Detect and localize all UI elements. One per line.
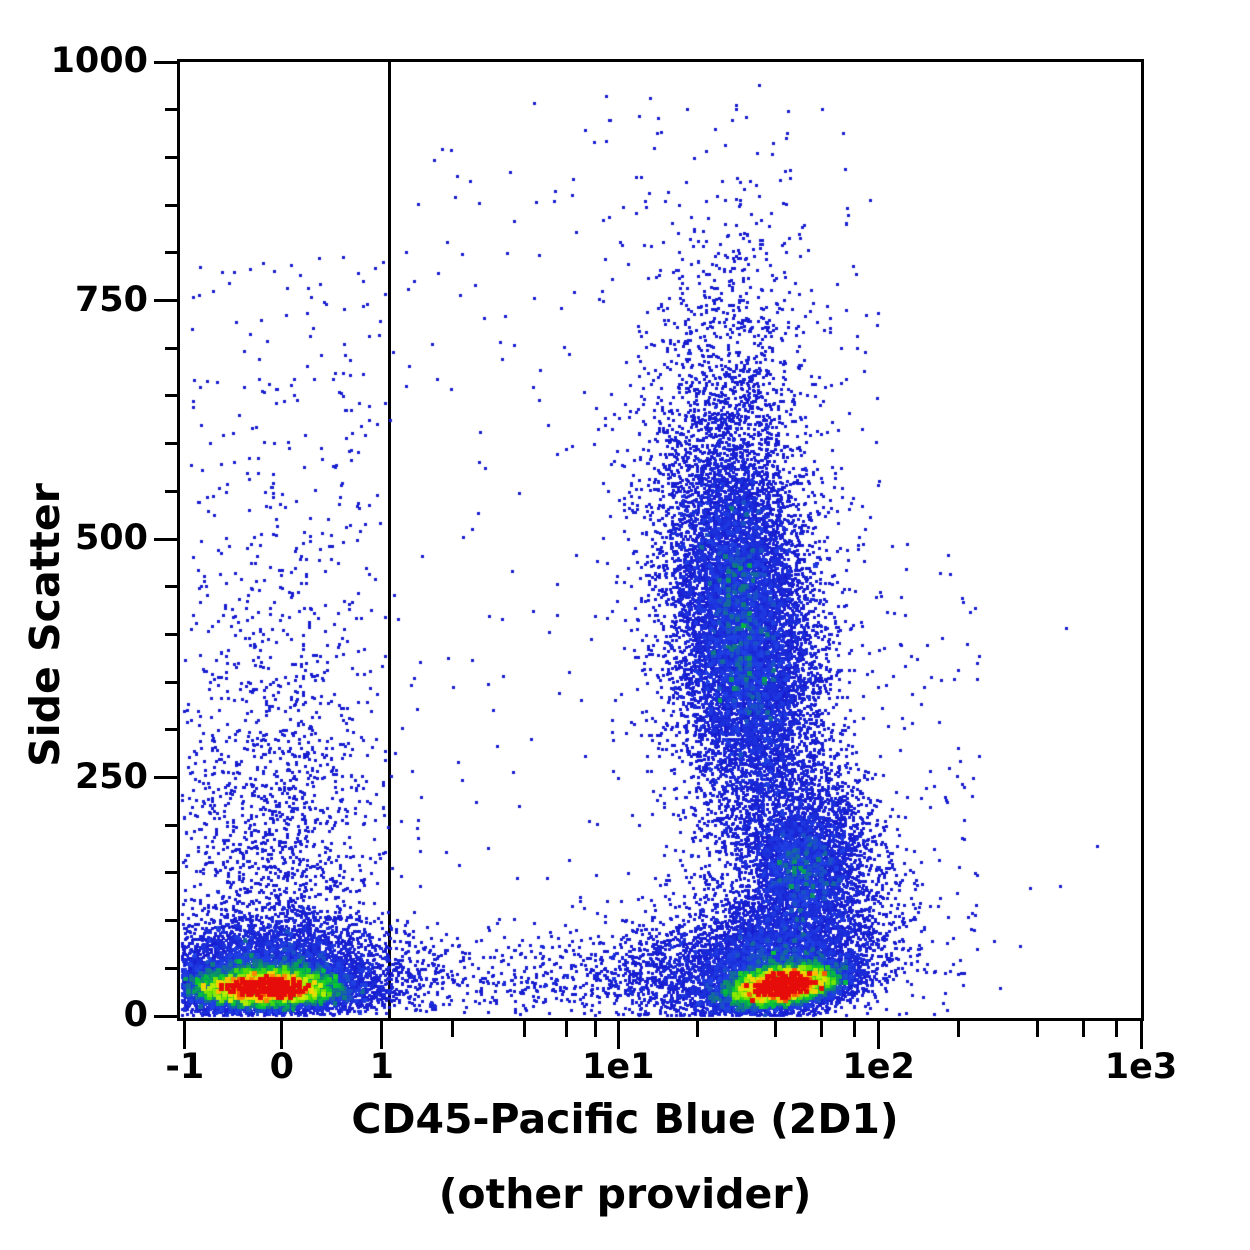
x-axis-title: CD45-Pacific Blue (2D1) (351, 1095, 899, 1143)
x-axis-minor-tick (695, 1021, 699, 1037)
y-axis-major-tick (154, 60, 180, 64)
x-axis-minor-tick (1035, 1021, 1039, 1037)
x-axis-tick-label: 1e1 (581, 1047, 655, 1087)
x-axis-major-tick (183, 1021, 187, 1049)
y-axis-tick-label: 250 (74, 756, 148, 797)
density-dots-canvas (180, 62, 1141, 1018)
x-axis-minor-tick (820, 1021, 824, 1037)
y-axis-tick-label: 500 (74, 517, 148, 558)
x-axis-tick-label: -1 (165, 1047, 205, 1087)
x-axis-minor-tick (451, 1021, 455, 1037)
x-axis-major-tick (280, 1021, 284, 1049)
y-axis-major-tick (154, 776, 180, 780)
x-axis-minor-tick (1081, 1021, 1085, 1037)
x-axis-tick-label: 1e2 (842, 1047, 915, 1087)
y-axis-minor-tick (165, 489, 180, 493)
y-axis-major-tick (154, 299, 180, 303)
y-axis-minor-tick (165, 871, 180, 875)
x-axis-minor-tick (774, 1021, 778, 1037)
y-axis-major-tick (154, 1014, 180, 1018)
y-axis-minor-tick (165, 346, 180, 350)
y-axis-minor-tick (165, 108, 180, 112)
y-axis-minor-tick (165, 442, 180, 446)
x-axis-minor-tick (564, 1021, 568, 1037)
x-axis-major-tick (616, 1021, 620, 1049)
y-axis-tick-label: 750 (74, 279, 148, 320)
y-axis-minor-tick (165, 823, 180, 827)
x-axis-subtitle: (other provider) (438, 1170, 812, 1218)
x-axis-major-tick (380, 1021, 384, 1049)
y-axis-minor-tick (165, 632, 180, 636)
x-axis-tick-label: 0 (269, 1047, 295, 1087)
y-axis-minor-tick (165, 203, 180, 207)
x-axis-minor-tick (1114, 1021, 1118, 1037)
x-axis-tick-label: 1e3 (1104, 1047, 1178, 1087)
y-axis-minor-tick (165, 585, 180, 589)
y-axis-minor-tick (165, 728, 180, 732)
x-axis-minor-tick (956, 1021, 960, 1037)
x-axis-minor-tick (522, 1021, 526, 1037)
x-axis-minor-tick (593, 1021, 597, 1037)
x-axis-major-tick (1139, 1021, 1143, 1049)
x-axis-tick-label: 1 (369, 1047, 394, 1087)
y-axis-minor-tick (165, 680, 180, 684)
y-axis-minor-tick (165, 155, 180, 159)
x-axis-major-tick (877, 1021, 881, 1049)
y-axis-tick-label: 0 (123, 994, 148, 1035)
x-axis-minor-tick (853, 1021, 857, 1037)
y-axis-tick-label: 1000 (50, 40, 148, 81)
y-axis-minor-tick (165, 966, 180, 970)
y-axis-major-tick (154, 537, 180, 541)
y-axis-minor-tick (165, 251, 180, 255)
y-axis-minor-tick (165, 394, 180, 398)
y-axis-minor-tick (165, 919, 180, 923)
